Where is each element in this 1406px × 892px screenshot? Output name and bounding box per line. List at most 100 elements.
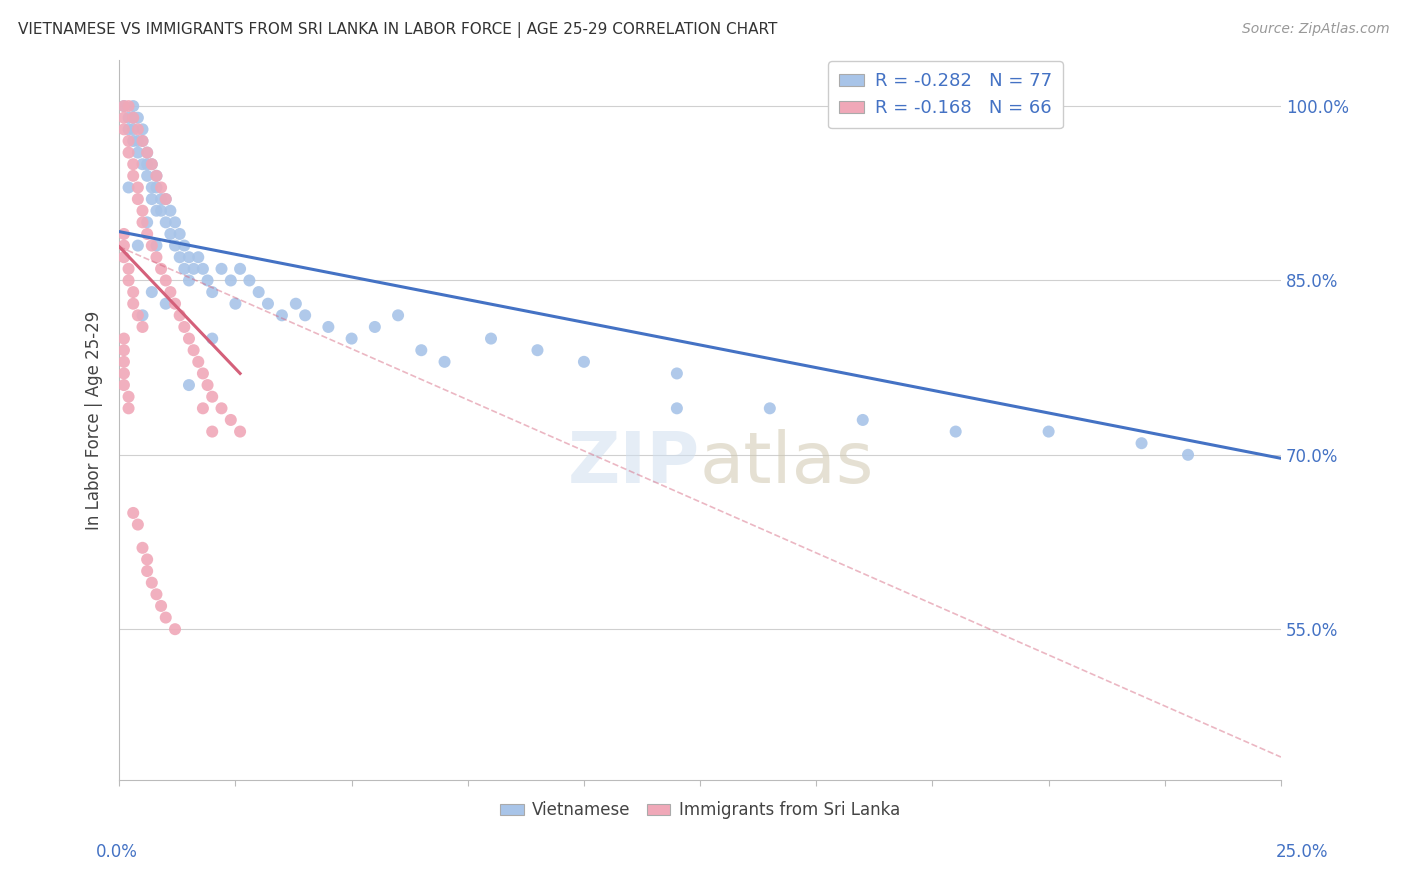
- Point: [191, 401, 214, 416]
- Point: [572, 355, 595, 369]
- Point: [112, 122, 135, 136]
- Point: [127, 238, 149, 252]
- Point: [122, 296, 145, 310]
- Point: [155, 192, 177, 206]
- Point: [145, 238, 167, 252]
- Point: [112, 238, 135, 252]
- Point: [340, 332, 363, 346]
- Text: 0.0%: 0.0%: [96, 843, 138, 861]
- Point: [187, 250, 209, 264]
- Point: [145, 169, 167, 183]
- Point: [122, 111, 145, 125]
- Point: [122, 157, 145, 171]
- Point: [224, 296, 246, 310]
- Point: [131, 134, 153, 148]
- Point: [211, 401, 233, 416]
- Point: [852, 413, 875, 427]
- Point: [183, 261, 205, 276]
- Text: VIETNAMESE VS IMMIGRANTS FROM SRI LANKA IN LABOR FORCE | AGE 25-29 CORRELATION C: VIETNAMESE VS IMMIGRANTS FROM SRI LANKA …: [18, 22, 778, 38]
- Point: [229, 261, 252, 276]
- Text: 25.0%: 25.0%: [1277, 843, 1329, 861]
- Point: [131, 203, 153, 218]
- Point: [145, 169, 167, 183]
- Point: [177, 250, 200, 264]
- Point: [183, 343, 205, 358]
- Point: [1038, 425, 1060, 439]
- Point: [131, 309, 153, 323]
- Text: atlas: atlas: [700, 429, 875, 498]
- Point: [131, 215, 153, 229]
- Point: [112, 250, 135, 264]
- Point: [159, 227, 181, 241]
- Point: [112, 99, 135, 113]
- Point: [1177, 448, 1199, 462]
- Point: [155, 296, 177, 310]
- Point: [169, 309, 191, 323]
- Point: [191, 261, 214, 276]
- Point: [127, 192, 149, 206]
- Point: [122, 122, 145, 136]
- Point: [219, 273, 242, 287]
- Point: [131, 320, 153, 334]
- Point: [117, 401, 139, 416]
- Point: [247, 285, 270, 299]
- Point: [187, 355, 209, 369]
- Point: [177, 273, 200, 287]
- Point: [163, 622, 186, 636]
- Point: [136, 145, 159, 160]
- Point: [155, 273, 177, 287]
- Point: [238, 273, 260, 287]
- Point: [141, 157, 163, 171]
- Point: [141, 575, 163, 590]
- Point: [150, 203, 173, 218]
- Point: [122, 285, 145, 299]
- Point: [112, 332, 135, 346]
- Point: [150, 192, 173, 206]
- Point: [145, 180, 167, 194]
- Point: [112, 355, 135, 369]
- Point: [364, 320, 387, 334]
- Point: [112, 111, 135, 125]
- Point: [177, 332, 200, 346]
- Point: [433, 355, 456, 369]
- Point: [155, 192, 177, 206]
- Point: [155, 215, 177, 229]
- Point: [117, 390, 139, 404]
- Point: [163, 238, 186, 252]
- Point: [211, 261, 233, 276]
- Point: [127, 111, 149, 125]
- Point: [122, 506, 145, 520]
- Point: [191, 367, 214, 381]
- Legend: Vietnamese, Immigrants from Sri Lanka: Vietnamese, Immigrants from Sri Lanka: [494, 795, 907, 826]
- Point: [387, 309, 409, 323]
- Point: [122, 134, 145, 148]
- Point: [136, 552, 159, 566]
- Point: [145, 587, 167, 601]
- Point: [665, 367, 688, 381]
- Point: [112, 227, 135, 241]
- Point: [117, 99, 139, 113]
- Point: [131, 134, 153, 148]
- Y-axis label: In Labor Force | Age 25-29: In Labor Force | Age 25-29: [86, 310, 103, 530]
- Point: [271, 309, 294, 323]
- Point: [665, 401, 688, 416]
- Point: [284, 296, 307, 310]
- Point: [122, 111, 145, 125]
- Point: [197, 378, 219, 392]
- Point: [112, 378, 135, 392]
- Point: [112, 367, 135, 381]
- Point: [112, 99, 135, 113]
- Point: [229, 425, 252, 439]
- Point: [945, 425, 967, 439]
- Point: [141, 180, 163, 194]
- Point: [526, 343, 548, 358]
- Point: [479, 332, 502, 346]
- Point: [201, 285, 224, 299]
- Point: [127, 122, 149, 136]
- Point: [112, 343, 135, 358]
- Point: [1130, 436, 1153, 450]
- Point: [173, 261, 195, 276]
- Point: [145, 250, 167, 264]
- Point: [257, 296, 280, 310]
- Point: [141, 285, 163, 299]
